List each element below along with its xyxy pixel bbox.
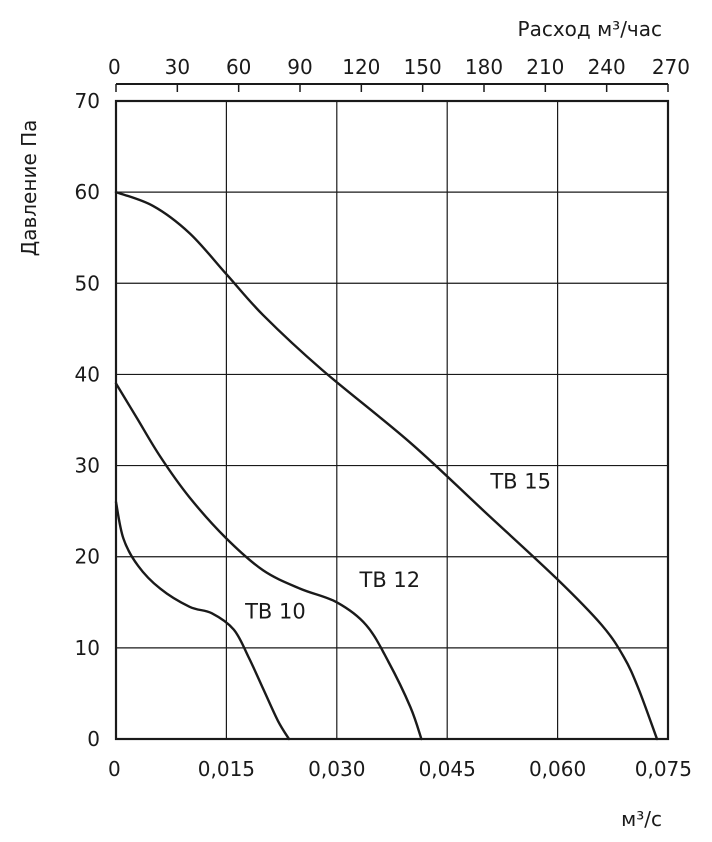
x2-tick-label: 90 bbox=[287, 55, 312, 79]
grid bbox=[116, 101, 668, 739]
series-labels: ТВ 10 ТВ 12 ТВ 15 bbox=[244, 469, 551, 623]
x-tick-label: 0 bbox=[108, 757, 121, 781]
y-tick-label: 20 bbox=[75, 545, 100, 569]
x2-tick-label: 60 bbox=[226, 55, 251, 79]
y-tick-label: 50 bbox=[75, 271, 100, 295]
top-axis-ticks bbox=[115, 84, 669, 92]
x2-tick-label: 0 bbox=[108, 55, 121, 79]
series-line-tb12 bbox=[114, 382, 423, 741]
x2-tick-label: 210 bbox=[526, 55, 564, 79]
y-tick-label: 10 bbox=[75, 636, 100, 660]
x2-tick-label: 240 bbox=[588, 55, 626, 79]
x2-tick-label: 30 bbox=[165, 55, 190, 79]
y-tick-label: 40 bbox=[75, 362, 100, 386]
x2-tick-label: 270 bbox=[652, 55, 690, 79]
series-line-tb15 bbox=[114, 190, 659, 741]
x-tick-label: 0,075 bbox=[635, 757, 692, 781]
x-axis-title: м³/с bbox=[621, 807, 662, 831]
y-tick-labels: 0 10 20 30 40 50 60 70 bbox=[75, 89, 100, 751]
series-label-tb15: ТВ 15 bbox=[489, 469, 551, 493]
plot-frame bbox=[114, 99, 670, 741]
x-tick-labels: 0 0,015 0,030 0,045 0,060 0,075 bbox=[108, 757, 692, 781]
y-tick-label: 70 bbox=[75, 89, 100, 113]
x-tick-label: 0,015 bbox=[198, 757, 255, 781]
x2-tick-label: 120 bbox=[342, 55, 380, 79]
x2-tick-label: 150 bbox=[404, 55, 442, 79]
y-tick-label: 60 bbox=[75, 180, 100, 204]
series-line-tb10 bbox=[114, 500, 291, 741]
x-tick-label: 0,030 bbox=[308, 757, 365, 781]
x2-tick-label: 180 bbox=[465, 55, 503, 79]
series-label-tb12: ТВ 12 bbox=[359, 568, 421, 592]
y-tick-label: 0 bbox=[87, 727, 100, 751]
x2-tick-labels: 0 30 60 90 120 150 180 210 240 270 bbox=[108, 55, 690, 79]
curves bbox=[114, 190, 659, 741]
y-axis-title: Давление Па bbox=[17, 120, 41, 257]
x-tick-label: 0,045 bbox=[419, 757, 476, 781]
x-tick-label: 0,060 bbox=[529, 757, 586, 781]
y-tick-label: 30 bbox=[75, 454, 100, 478]
series-label-tb10: ТВ 10 bbox=[244, 600, 306, 624]
x2-axis-title: Расход м³/час bbox=[518, 17, 662, 41]
